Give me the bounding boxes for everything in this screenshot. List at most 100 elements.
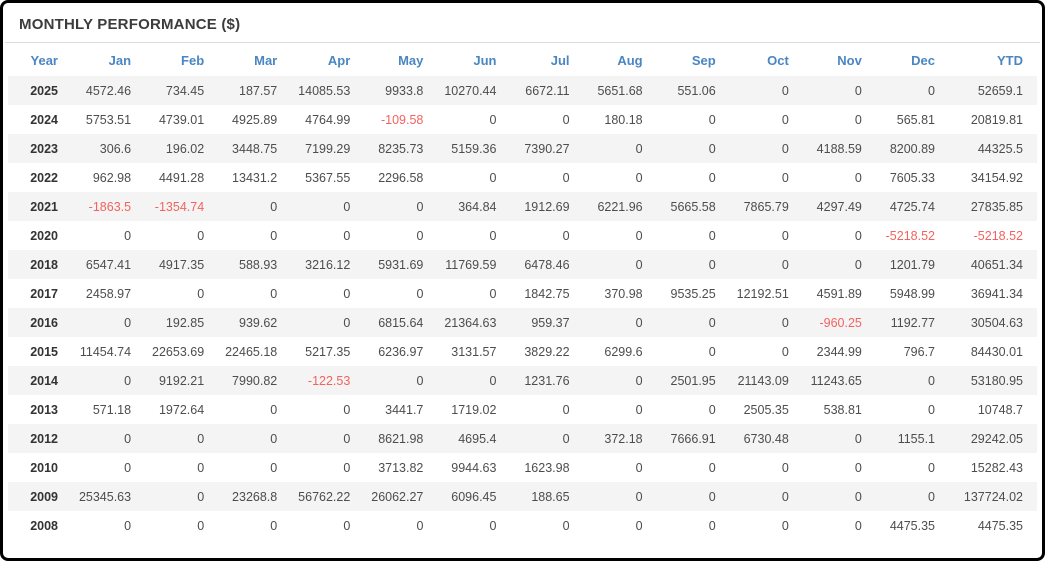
value-cell: 3448.75 xyxy=(232,141,278,156)
value-cell: 0 xyxy=(562,170,570,185)
column-header-dec[interactable]: Dec xyxy=(911,53,935,68)
value-cell: 11454.74 xyxy=(79,344,132,359)
value-cell: 0 xyxy=(124,460,132,475)
year-cell: 2021 xyxy=(30,199,58,214)
value-cell: 0 xyxy=(854,431,862,446)
value-cell: 137724.02 xyxy=(963,489,1023,504)
value-cell: 0 xyxy=(343,431,351,446)
value-cell: 27835.85 xyxy=(970,199,1023,214)
year-cell: 2010 xyxy=(30,460,58,475)
value-cell: -109.58 xyxy=(380,112,424,127)
column-header-ytd[interactable]: YTD xyxy=(997,53,1023,68)
value-cell: 29242.05 xyxy=(970,431,1023,446)
value-cell: 9535.25 xyxy=(670,286,716,301)
column-header-jul[interactable]: Jul xyxy=(550,53,570,68)
value-cell: 3131.57 xyxy=(451,344,497,359)
value-cell: 11243.65 xyxy=(810,373,862,388)
year-cell: 2024 xyxy=(30,112,58,127)
column-header-year[interactable]: Year xyxy=(30,53,58,68)
value-cell: 5651.68 xyxy=(597,83,643,98)
value-cell: 0 xyxy=(928,460,935,475)
value-cell: 364.84 xyxy=(458,199,497,214)
value-cell: 538.81 xyxy=(823,402,862,417)
value-cell: 0 xyxy=(489,228,497,243)
value-cell: 10748.7 xyxy=(977,402,1023,417)
value-cell: 8200.89 xyxy=(889,141,935,156)
header-row: Year Jan Feb Mar Apr May Jun Jul Aug Sep Oct Nov Dec… xyxy=(8,45,1037,76)
value-cell: 25345.63 xyxy=(78,489,132,504)
value-cell: 34154.92 xyxy=(970,170,1023,185)
table-row: 2009 25345.63 0 23268.8 56762.22 26062.27 6096… xyxy=(8,482,1037,511)
value-cell: 5217.35 xyxy=(305,344,351,359)
value-cell: 14085.53 xyxy=(298,83,351,98)
column-header-jun[interactable]: Jun xyxy=(473,53,497,68)
value-cell: 0 xyxy=(270,286,278,301)
value-cell: 0 xyxy=(781,83,789,98)
value-cell: -5218.52 xyxy=(973,228,1023,243)
value-cell: 0 xyxy=(489,286,497,301)
value-cell: 30504.63 xyxy=(970,315,1023,330)
value-cell: 0 xyxy=(270,199,278,214)
value-cell: 0 xyxy=(854,460,862,475)
column-header-mar[interactable]: Mar xyxy=(254,53,278,68)
value-cell: 2505.35 xyxy=(743,402,789,417)
value-cell: 1719.02 xyxy=(451,402,497,417)
column-header-oct[interactable]: Oct xyxy=(767,53,789,68)
value-cell: 53180.95 xyxy=(970,373,1023,388)
value-cell: 6221.96 xyxy=(597,199,643,214)
value-cell: 6547.41 xyxy=(85,257,132,272)
value-cell: 0 xyxy=(343,402,351,417)
value-cell: 0 xyxy=(635,315,643,330)
year-cell: 2020 xyxy=(30,228,58,243)
column-header-may[interactable]: May xyxy=(398,53,424,68)
value-cell: 0 xyxy=(708,489,716,504)
column-header-nov[interactable]: Nov xyxy=(837,53,862,68)
value-cell: 0 xyxy=(854,83,862,98)
table-row: 2012 0 0 0 0 8621.98 4695.4 0 372.18 7666.91 6730.… xyxy=(8,424,1037,453)
column-header-aug[interactable]: Aug xyxy=(617,53,643,68)
value-cell: 9192.21 xyxy=(158,373,205,388)
value-cell: 0 xyxy=(781,141,789,156)
value-cell: 2501.95 xyxy=(670,373,716,388)
value-cell: 0 xyxy=(270,460,278,475)
value-cell: 551.06 xyxy=(677,83,716,98)
value-cell: 0 xyxy=(270,518,278,533)
table-row: 2017 2458.97 0 0 0 0 0 1842.75 370.98 9535.25 1219… xyxy=(8,279,1037,308)
value-cell: 26062.27 xyxy=(371,489,424,504)
value-cell: 0 xyxy=(781,257,789,272)
column-header-sep[interactable]: Sep xyxy=(691,53,716,68)
value-cell: 6299.6 xyxy=(604,344,643,359)
value-cell: 23268.8 xyxy=(232,489,278,504)
value-cell: 0 xyxy=(197,489,205,504)
value-cell: 0 xyxy=(416,518,424,533)
value-cell: 0 xyxy=(781,228,789,243)
year-cell: 2017 xyxy=(30,286,58,301)
value-cell: 5159.36 xyxy=(451,141,497,156)
value-cell: 0 xyxy=(781,344,789,359)
value-cell: 0 xyxy=(708,402,716,417)
value-cell: -960.25 xyxy=(819,315,862,330)
column-header-jan[interactable]: Jan xyxy=(108,53,132,68)
value-cell: 9933.8 xyxy=(385,83,424,98)
value-cell: 4188.59 xyxy=(816,141,862,156)
value-cell: 6730.48 xyxy=(743,431,789,446)
value-cell: 0 xyxy=(635,170,643,185)
value-cell: 0 xyxy=(197,228,205,243)
year-cell: 2009 xyxy=(30,489,58,504)
value-cell: 0 xyxy=(270,431,278,446)
value-cell: 0 xyxy=(270,228,278,243)
value-cell: 0 xyxy=(124,518,132,533)
value-cell: 0 xyxy=(781,315,789,330)
value-cell: 4764.99 xyxy=(305,112,351,127)
value-cell: 0 xyxy=(854,518,862,533)
column-header-apr[interactable]: Apr xyxy=(327,53,351,68)
year-cell: 2013 xyxy=(30,402,58,417)
column-header-feb[interactable]: Feb xyxy=(181,53,205,68)
value-cell: 0 xyxy=(489,112,497,127)
table-row: 2008 0 0 0 0 0 0 0 0 0 0 0 4475.35 4475.35 xyxy=(8,511,1037,540)
value-cell: 8235.73 xyxy=(378,141,424,156)
table-row: 2025 4572.46 734.45 187.57 14085.53 9933.8 102… xyxy=(8,76,1037,105)
value-cell: 0 xyxy=(781,460,789,475)
value-cell: 7990.82 xyxy=(232,373,278,388)
